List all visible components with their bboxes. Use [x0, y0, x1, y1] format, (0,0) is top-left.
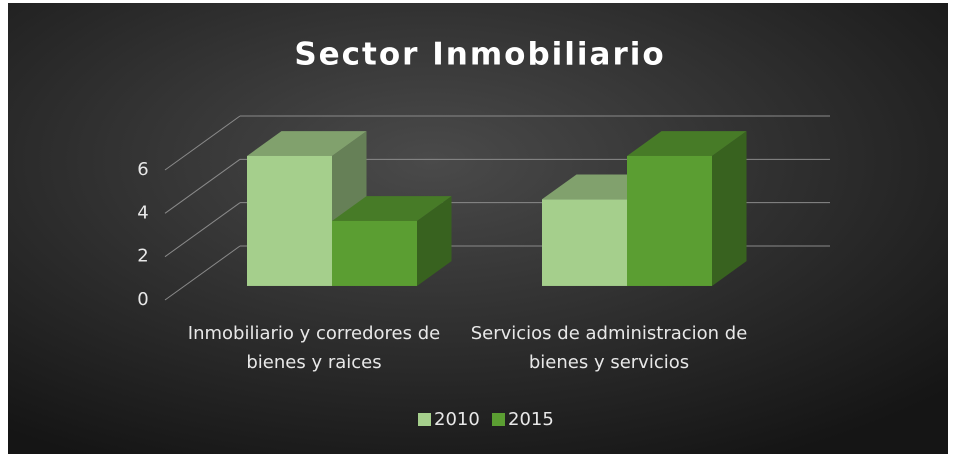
bar [332, 220, 417, 286]
x-tick-label: Inmobiliario y corredores de bienes y ra… [187, 322, 441, 373]
chart-background [8, 3, 948, 454]
x-tick-label: Servicios de administracion de bienes y … [470, 322, 748, 373]
legend-label: 2015 [508, 409, 554, 430]
legend-swatch [492, 413, 505, 426]
bar [247, 155, 332, 286]
y-tick-label: 6 [137, 159, 148, 180]
bar-top [332, 196, 452, 221]
y-tick-label: 2 [137, 246, 148, 267]
bar [627, 155, 712, 286]
legend-label: 2010 [434, 409, 480, 430]
chart-title: Sector Inmobiliario [294, 37, 665, 73]
bar [542, 199, 627, 286]
grid-line [164, 245, 241, 301]
grid-line [164, 202, 241, 258]
bar-top [627, 131, 747, 156]
bar-top [247, 131, 367, 156]
y-tick-label: 0 [137, 289, 148, 310]
grid-line [164, 115, 241, 171]
bar-side [417, 196, 452, 286]
y-tick-label: 4 [137, 202, 148, 223]
grid-line [164, 158, 241, 214]
bar-side [712, 131, 747, 286]
legend-swatch [418, 413, 431, 426]
